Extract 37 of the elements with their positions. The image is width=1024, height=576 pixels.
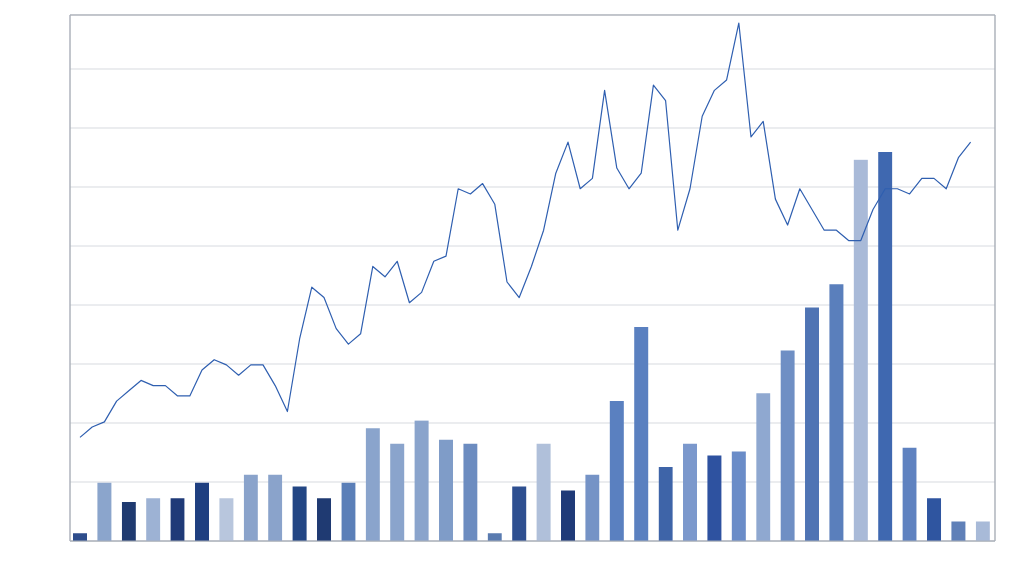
- bar: [707, 455, 722, 541]
- bar: [121, 502, 136, 541]
- bar: [73, 533, 88, 541]
- bar: [341, 482, 356, 541]
- bar: [585, 474, 600, 541]
- bar: [414, 420, 429, 541]
- bar: [902, 447, 917, 541]
- bar: [975, 521, 990, 541]
- bar: [292, 486, 307, 541]
- bar: [317, 498, 332, 541]
- bar: [829, 284, 844, 541]
- bar: [658, 467, 673, 541]
- bar: [805, 307, 820, 541]
- bar: [756, 393, 771, 541]
- bar: [609, 400, 624, 541]
- bar: [97, 482, 112, 541]
- bar: [853, 159, 868, 541]
- bar: [463, 443, 478, 541]
- bar: [561, 490, 576, 541]
- bar: [731, 451, 746, 541]
- bar: [390, 443, 405, 541]
- bar: [780, 350, 795, 541]
- bar: [634, 327, 649, 541]
- bar: [365, 428, 380, 541]
- bar: [536, 443, 551, 541]
- bar: [439, 439, 454, 541]
- bar: [219, 498, 234, 541]
- bar: [927, 498, 942, 541]
- bar: [195, 482, 210, 541]
- bar: [683, 443, 698, 541]
- bar: [878, 152, 893, 541]
- bar: [170, 498, 185, 541]
- bar: [243, 474, 258, 541]
- bar: [951, 521, 966, 541]
- bar: [268, 474, 283, 541]
- bar: [146, 498, 161, 541]
- bar: [512, 486, 527, 541]
